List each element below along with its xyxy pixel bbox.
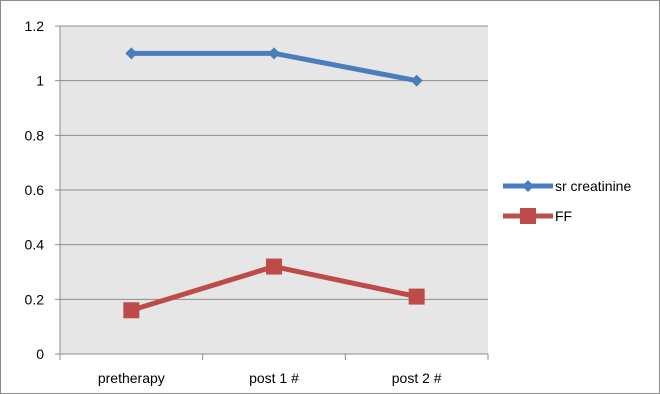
data-point-sr-creatinine-1 [268, 47, 280, 60]
y-tick-label-3: 0.6 [25, 182, 45, 198]
y-axis-ticks: 0 0.2 0.4 0.6 0.8 1 1.2 [25, 18, 60, 362]
legend-item-ff: FF [503, 208, 572, 224]
data-point-sr-creatinine-0 [125, 47, 138, 60]
data-point-sr-creatinine-2 [410, 74, 423, 87]
series-ff [123, 258, 425, 319]
legend-item-sr-creatinine: sr creatinine [503, 178, 631, 194]
legend-marker-sr-creatinine [522, 180, 534, 192]
y-tick-label-0: 0 [36, 346, 44, 362]
data-point-ff-0 [123, 302, 140, 319]
data-point-ff-1 [266, 258, 282, 275]
legend-marker-ff [520, 208, 536, 224]
y-tick-label-1: 0.2 [25, 291, 45, 307]
y-tick-label-5: 1 [36, 73, 44, 89]
legend-label-ff: FF [555, 208, 572, 224]
legend: sr creatinine FF [503, 178, 631, 224]
series-lines [123, 47, 425, 319]
x-axis-ticks: pretherapy post 1 # post 2 # [59, 354, 489, 386]
x-tick-label-2: post 2 # [392, 370, 442, 386]
gridlines [60, 25, 488, 300]
y-tick-label-4: 0.8 [25, 127, 45, 143]
series-sr-creatinine [125, 47, 423, 87]
x-tick-label-1: post 1 # [249, 370, 299, 386]
legend-label-sr-creatinine: sr creatinine [555, 178, 631, 194]
x-tick-label-0: pretherapy [98, 370, 165, 386]
y-tick-label-6: 1.2 [25, 18, 45, 34]
y-tick-label-2: 0.4 [25, 237, 45, 253]
data-point-ff-2 [408, 288, 425, 305]
